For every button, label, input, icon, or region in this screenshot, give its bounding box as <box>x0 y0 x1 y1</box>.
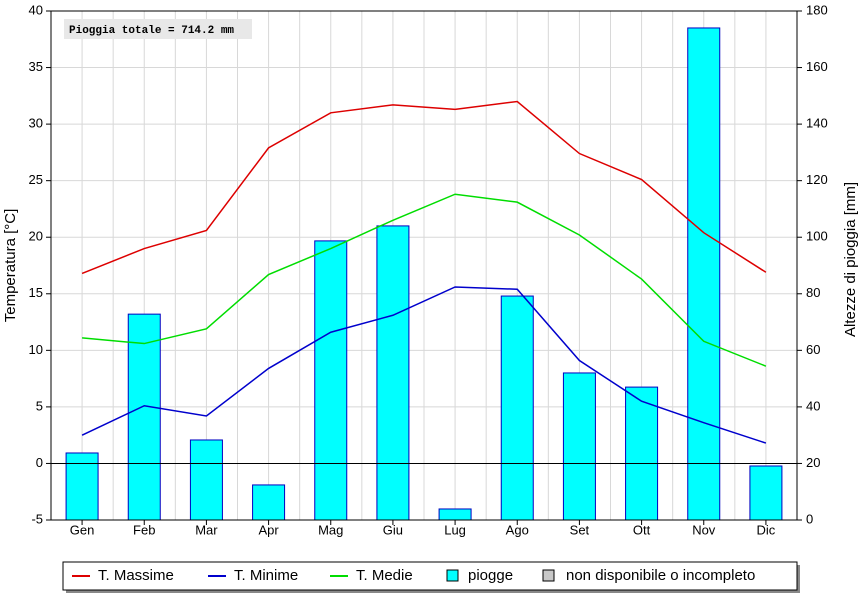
bar <box>314 240 348 521</box>
x-tick-label: Dic <box>757 522 776 537</box>
y-axis-label: Temperatura [°C] <box>2 209 19 323</box>
x-tick-label: Lug <box>444 522 466 537</box>
y2-axis-label: Altezze di pioggia [mm] <box>842 182 859 337</box>
bar <box>65 452 99 521</box>
annotation-box <box>64 19 252 39</box>
y2-tick-label: 100 <box>806 229 828 244</box>
x-tick-label: Mag <box>318 522 343 537</box>
bar <box>687 27 721 521</box>
y-tick-label: 25 <box>29 172 43 187</box>
y-tick-label: 30 <box>29 116 43 131</box>
x-tick-label: Feb <box>133 522 155 537</box>
x-tick-label: Mar <box>195 522 218 537</box>
y-tick-label: 5 <box>36 398 43 413</box>
x-tick-label: Giu <box>383 522 403 537</box>
plot-frame <box>50 10 798 521</box>
y2-tick-label: 80 <box>806 285 820 300</box>
annotation: Pioggia totale = 714.2 mm <box>69 25 234 37</box>
bar <box>625 386 659 521</box>
x-tick-label: Set <box>570 522 590 537</box>
line <box>82 193 767 367</box>
y2-tick-label: 60 <box>806 342 820 357</box>
y-tick-label: 15 <box>29 285 43 300</box>
legend-box <box>62 561 798 591</box>
line <box>81 100 767 275</box>
x-tick-label: Gen <box>70 522 95 537</box>
bar <box>438 508 472 521</box>
x-tick-label: Ott <box>633 522 651 537</box>
y-tick-label: 35 <box>29 59 43 74</box>
y-tick-label: 20 <box>29 229 43 244</box>
y2-tick-label: 140 <box>806 116 828 131</box>
legend-label: T. Massime <box>98 567 174 584</box>
x-tick-label: Ago <box>506 522 529 537</box>
y-tick-label: 10 <box>29 342 43 357</box>
bar <box>376 225 410 521</box>
y-tick-label: 0 <box>36 455 43 470</box>
legend-swatch <box>446 569 459 582</box>
legend-label: non disponibile o incompleto <box>566 567 755 584</box>
y2-tick-label: 180 <box>806 2 828 17</box>
bar <box>562 372 596 521</box>
legend-swatch <box>542 569 555 582</box>
bar <box>500 295 534 521</box>
y2-tick-label: 120 <box>806 172 828 187</box>
legend-label: piogge <box>468 567 513 584</box>
y2-tick-label: 20 <box>806 455 820 470</box>
line <box>81 286 767 444</box>
y-tick-label: -5 <box>31 511 43 526</box>
bar <box>252 484 286 521</box>
y2-tick-label: 0 <box>806 511 813 526</box>
bar <box>189 439 223 521</box>
legend-label: T. Medie <box>356 567 413 584</box>
bar <box>127 313 161 521</box>
bar <box>749 465 783 521</box>
x-tick-label: Apr <box>258 522 279 537</box>
legend-label: T. Minime <box>234 567 298 584</box>
y2-tick-label: 40 <box>806 398 820 413</box>
y2-tick-label: 160 <box>806 59 828 74</box>
y-tick-label: 40 <box>29 2 43 17</box>
x-tick-label: Nov <box>692 522 716 537</box>
